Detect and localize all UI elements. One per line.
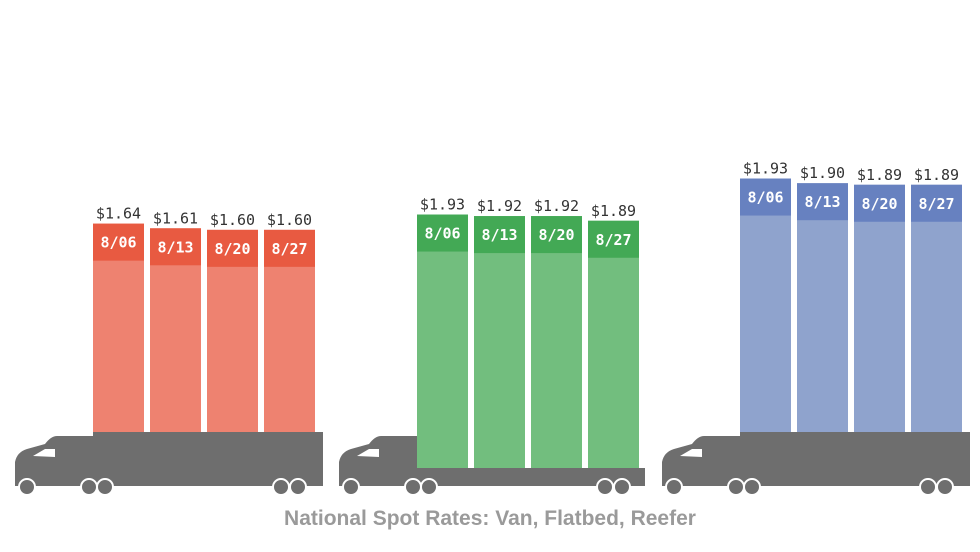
wheel [80, 478, 98, 496]
bar-value-label: $1.90 [800, 164, 845, 182]
bar-date-label: 8/27 [918, 195, 954, 213]
bar-value-label: $1.60 [267, 211, 312, 229]
bar-date-label: 8/20 [538, 226, 574, 244]
bar-date-label: 8/06 [424, 225, 460, 243]
bar-value-label: $1.60 [210, 211, 255, 229]
truck-window [357, 449, 379, 457]
bar-date-label: 8/20 [861, 195, 897, 213]
truck-window [680, 449, 702, 457]
bar [740, 178, 791, 432]
bar [854, 184, 905, 432]
bar [797, 183, 848, 432]
bar-date-label: 8/06 [100, 234, 136, 252]
truck-window [33, 449, 55, 457]
wheel [404, 478, 422, 496]
wheel [743, 478, 761, 496]
truck-3 [662, 432, 970, 496]
trailer-body [740, 432, 970, 486]
truck-cab [662, 436, 744, 485]
wheel [96, 478, 114, 496]
wheel [596, 478, 614, 496]
bar [531, 216, 582, 468]
bar-date-label: 8/20 [214, 240, 250, 258]
bar-date-label: 8/13 [157, 238, 193, 256]
bar-value-label: $1.92 [477, 197, 522, 215]
truck-chassis [339, 478, 645, 486]
wheel [727, 478, 745, 496]
chart-title: National Spot Rates: Van, Flatbed, Reefe… [284, 507, 696, 530]
wheel [919, 478, 937, 496]
bar-value-label: $1.61 [153, 209, 198, 227]
bar-groups: 8/06$1.648/13$1.618/20$1.608/27$1.608/06… [93, 160, 962, 468]
bar-value-label: $1.89 [914, 166, 959, 184]
bar-cap [531, 216, 582, 254]
wheel [289, 478, 307, 496]
truck-2 [339, 436, 645, 496]
bar-cap [417, 214, 468, 252]
bar [911, 184, 962, 432]
bar [417, 214, 468, 468]
wheel [613, 478, 631, 496]
bar-cap [93, 223, 144, 261]
wheel [665, 478, 683, 496]
bar-group-3: 8/06 $1.93 8/13 $1.90 8/20 $1.89 8/27 $1.89 [740, 160, 962, 432]
bar-cap [207, 229, 258, 267]
bar-value-label: $1.93 [743, 160, 788, 178]
bar-cap [797, 183, 848, 221]
trailer-body [93, 432, 323, 486]
bar-cap [150, 228, 201, 266]
bar-cap [264, 229, 315, 267]
bar-date-label: 8/13 [481, 226, 517, 244]
bar-cap [740, 178, 791, 216]
bar-value-label: $1.89 [857, 166, 902, 184]
bar-date-label: 8/06 [747, 189, 783, 207]
wheel [342, 478, 360, 496]
bar [474, 216, 525, 468]
wheel [18, 478, 36, 496]
truck-illustrations [15, 432, 970, 496]
wheel [420, 478, 438, 496]
truck-chassis [662, 478, 968, 486]
bar-cap [588, 220, 639, 258]
bar-value-label: $1.93 [420, 196, 465, 214]
bar-value-label: $1.64 [96, 205, 141, 223]
bar-group-2: 8/06 $1.93 8/13 $1.92 8/20 $1.92 8/27 $1.89 [417, 196, 639, 468]
bar-value-label: $1.92 [534, 197, 579, 215]
bar-cap [474, 216, 525, 254]
bar-cap [854, 184, 905, 222]
flatbed-deck [417, 468, 645, 480]
truck-cab [15, 436, 97, 485]
bar [588, 220, 639, 468]
bar-date-label: 8/13 [804, 193, 840, 211]
wheel [272, 478, 290, 496]
truck-1 [15, 432, 323, 496]
bar-date-label: 8/27 [271, 240, 307, 258]
bar-date-label: 8/27 [595, 231, 631, 249]
bar-cap [911, 184, 962, 222]
bar-value-label: $1.89 [591, 202, 636, 220]
bar-group-1: 8/06 $1.64 8/13 $1.61 8/20 $1.60 8/27 $1.60 [93, 205, 315, 432]
truck-cab [339, 436, 421, 485]
truck-chassis [15, 478, 321, 486]
wheel [936, 478, 954, 496]
